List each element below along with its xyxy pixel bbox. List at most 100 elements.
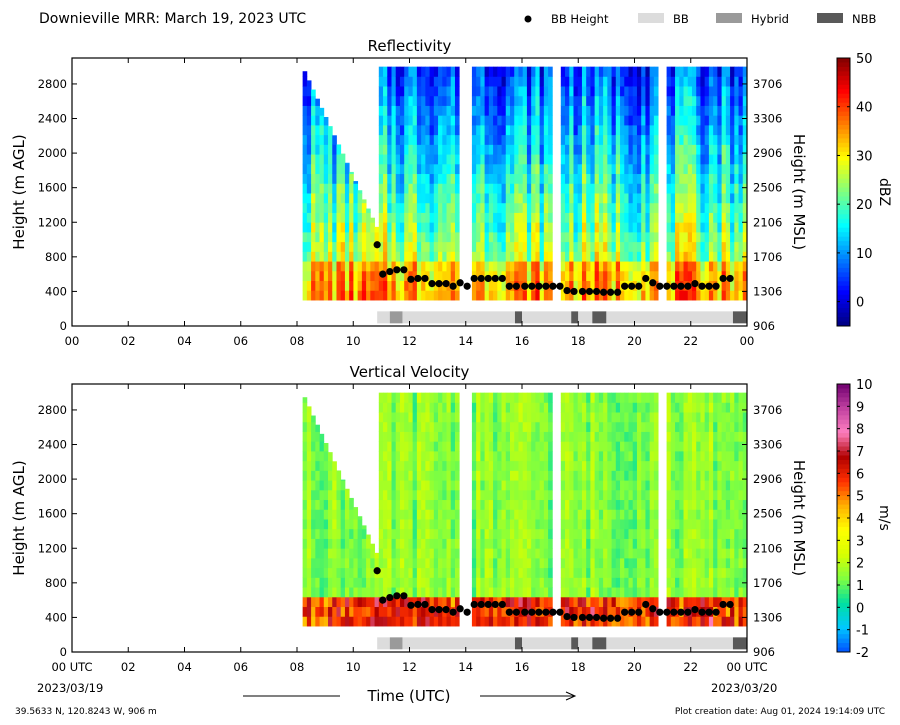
- heatmap-cell: [653, 173, 659, 184]
- x-tick-label: 14: [458, 334, 473, 348]
- heatmap-cell: [607, 441, 612, 452]
- heatmap-cell: [742, 519, 748, 530]
- heatmap-cell: [632, 489, 638, 501]
- heatmap-cell: [730, 202, 735, 213]
- colorbar-cell: [837, 129, 850, 135]
- heatmap-cell: [395, 76, 401, 87]
- heatmap-cell: [666, 548, 672, 559]
- heatmap-cell: [573, 538, 579, 549]
- heatmap-cell: [645, 499, 651, 510]
- end-date-label: 2023/03/20: [711, 681, 777, 695]
- time-arrow-head: [565, 691, 577, 701]
- heatmap-cell: [738, 202, 744, 213]
- heatmap-cell: [598, 76, 604, 87]
- heatmap-cell: [522, 402, 528, 413]
- heatmap-cell: [577, 606, 583, 617]
- heatmap-cell: [328, 460, 333, 471]
- bb-height-marker: [456, 279, 464, 287]
- heatmap-cell: [683, 519, 689, 530]
- heatmap-cell: [378, 606, 384, 617]
- heatmap-cell: [361, 528, 367, 539]
- heatmap-cell: [378, 567, 384, 578]
- heatmap-cell: [306, 596, 312, 608]
- bb-height-marker: [407, 275, 415, 283]
- heatmap-cell: [526, 183, 532, 194]
- heatmap-cell: [497, 280, 502, 291]
- heatmap-cell: [611, 231, 617, 243]
- heatmap-cell: [670, 270, 676, 282]
- heatmap-cell: [395, 587, 401, 598]
- colorbar-cell: [837, 120, 850, 126]
- colorbar-cell: [837, 620, 850, 626]
- heatmap-cell: [395, 134, 401, 145]
- heatmap-cell: [649, 412, 655, 423]
- heatmap-cell: [679, 251, 684, 262]
- heatmap-cell: [425, 489, 430, 501]
- heatmap-cell: [471, 480, 477, 491]
- heatmap-cell: [514, 577, 519, 588]
- heatmap-cell: [429, 183, 435, 194]
- heatmap-cell: [598, 528, 604, 539]
- heatmap-cell: [454, 251, 460, 262]
- heatmap-cell: [383, 66, 388, 77]
- heatmap-cell: [611, 548, 617, 559]
- heatmap-cell: [603, 480, 608, 491]
- heatmap-cell: [615, 86, 621, 97]
- heatmap-cell: [501, 528, 507, 539]
- heatmap-cell: [425, 173, 430, 184]
- heatmap-cell: [700, 460, 706, 471]
- heatmap-cell: [628, 596, 634, 608]
- heatmap-cell: [505, 222, 511, 233]
- heatmap-cell: [370, 241, 375, 252]
- heatmap-cell: [543, 222, 549, 233]
- heatmap-cell: [391, 538, 397, 549]
- heatmap-cell: [649, 261, 655, 272]
- heatmap-cell: [425, 134, 430, 145]
- heatmap-cell: [569, 528, 574, 539]
- heatmap-cell: [370, 217, 375, 223]
- heatmap-cell: [670, 451, 676, 462]
- heatmap-cell: [446, 193, 452, 204]
- heatmap-cell: [548, 125, 553, 136]
- heatmap-cell: [510, 577, 515, 588]
- heatmap-cell: [518, 280, 524, 291]
- heatmap-cell: [675, 193, 680, 204]
- heatmap-cell: [730, 499, 735, 510]
- heatmap-cell: [569, 519, 574, 530]
- heatmap-cell: [332, 509, 337, 520]
- x-tick-label: 00 UTC: [51, 660, 92, 674]
- heatmap-cell: [378, 392, 384, 403]
- heatmap-cell: [539, 451, 545, 462]
- x-tick-label: 16: [515, 334, 530, 348]
- heatmap-cell: [700, 548, 706, 559]
- heatmap-cell: [510, 412, 515, 423]
- heatmap-cell: [471, 280, 477, 291]
- heatmap-cell: [628, 231, 634, 243]
- heatmap-cell: [383, 154, 388, 165]
- heatmap-cell: [543, 489, 549, 501]
- heatmap-cell: [416, 66, 422, 77]
- heatmap-cell: [522, 431, 528, 442]
- heatmap-cell: [543, 421, 549, 432]
- heatmap-cell: [704, 202, 710, 213]
- heatmap-cell: [573, 606, 579, 617]
- heatmap-cell: [590, 231, 596, 243]
- heatmap-cell: [429, 95, 435, 106]
- heatmap-cell: [632, 538, 638, 549]
- heatmap-cell: [603, 241, 608, 252]
- heatmap-cell: [569, 451, 574, 462]
- heatmap-cell: [649, 105, 655, 116]
- heatmap-cell: [412, 144, 418, 155]
- heatmap-cell: [421, 431, 426, 442]
- heatmap-cell: [404, 231, 409, 243]
- heatmap-cell: [480, 577, 486, 588]
- heatmap-cell: [624, 173, 629, 184]
- colorbar-cell: [837, 62, 850, 68]
- heatmap-cell: [607, 241, 612, 252]
- heatmap-cell: [700, 441, 706, 452]
- bb-height-marker: [512, 282, 520, 290]
- heatmap-cell: [594, 134, 600, 145]
- heatmap-cell: [315, 460, 320, 471]
- heatmap-cell: [514, 154, 519, 165]
- heatmap-cell: [590, 86, 596, 97]
